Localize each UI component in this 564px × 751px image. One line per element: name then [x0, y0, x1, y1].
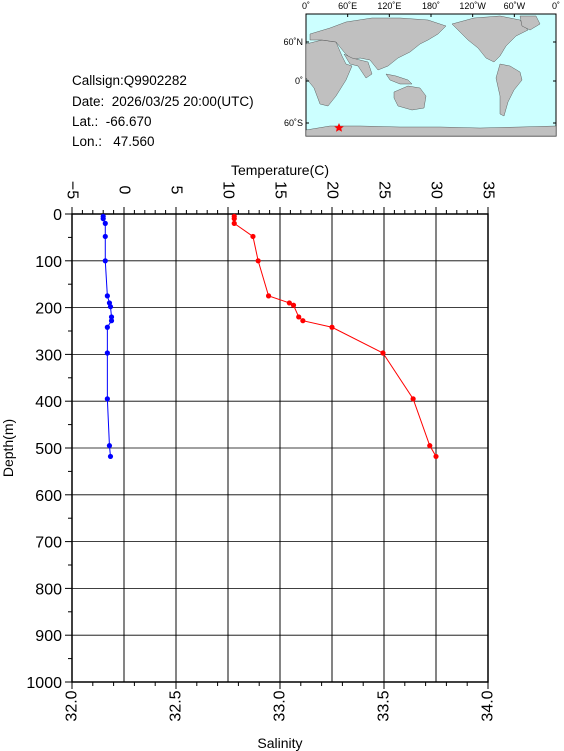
date-text: Date: 2026/03/25 20:00(UTC): [72, 94, 254, 109]
salinity-tick-label: 33.5: [376, 690, 393, 721]
temperature-data-point: [255, 258, 261, 264]
depth-tick-label: 900: [35, 628, 62, 645]
map-longitude-label: 0˚: [302, 1, 310, 11]
longitude-text: Lon.: 47.560: [72, 134, 155, 149]
map-longitude-label: 60˚W: [504, 1, 526, 11]
temperature-tick-label: 10: [220, 181, 237, 199]
temperature-tick-label: 20: [324, 181, 341, 199]
depth-axis-title: Depth(m): [0, 419, 16, 477]
salinity-data-point: [108, 318, 115, 324]
map-longitude-label: 120˚W: [459, 1, 486, 11]
salinity-data-point: [104, 293, 110, 299]
depth-tick-label: 200: [35, 301, 62, 318]
latitude-text: Lat.: -66.670: [72, 114, 152, 129]
map-longitude-labels: 0˚ 60˚E 120˚E 180˚ 120˚W 60˚W 0˚: [302, 1, 560, 17]
temperature-tick-label: 15: [272, 181, 289, 199]
temperature-data-point: [265, 293, 272, 299]
map-latitude-label: 0˚: [295, 76, 303, 86]
temperature-data-point: [427, 443, 433, 449]
salinity-tick-label: 34.0: [480, 690, 497, 721]
salinity-data-point: [108, 314, 115, 320]
map-longitude-label: 60˚E: [338, 1, 357, 11]
temperature-tick-label: 5: [168, 186, 185, 195]
salinity-data-point: [102, 233, 108, 240]
salinity-data-point: [100, 216, 106, 222]
temperature-data-point: [380, 350, 386, 356]
map-latitude-label: 60˚N: [283, 37, 303, 47]
temperature-axis-title: Temperature(C): [231, 162, 329, 178]
map-latitude-label: 60˚S: [284, 118, 303, 128]
temperature-tick-label: 25: [376, 181, 393, 199]
temperature-data-point: [433, 453, 439, 460]
map-longitude-label: 0˚: [552, 1, 560, 11]
depth-tick-label: 800: [35, 581, 62, 598]
depth-tick-label: 400: [35, 394, 62, 411]
depth-tick-label: 300: [35, 347, 62, 364]
data-series: [100, 213, 439, 460]
temperature-data-point: [296, 314, 302, 320]
salinity-data-point: [102, 220, 108, 226]
map-longitude-label: 120˚E: [377, 1, 401, 11]
map-land: [305, 15, 557, 137]
temperature-tick-label: −5: [64, 181, 81, 199]
location-map: 0˚ 60˚E 120˚E 180˚ 120˚W 60˚W 0˚ 60˚N 0˚ 60˚S: [283, 1, 560, 137]
depth-tick-label: 0: [53, 207, 62, 224]
depth-tick-label: 500: [35, 441, 62, 458]
salinity-data-point: [107, 304, 114, 310]
chart-grid: [71, 213, 489, 683]
temperature-data-point: [329, 324, 335, 330]
salinity-data-point: [107, 453, 114, 460]
depth-tick-label: 100: [35, 254, 62, 271]
temperature-data-point: [410, 396, 416, 402]
salinity-profile-line: [102, 216, 113, 457]
temperature-tick-label: 0: [116, 186, 133, 195]
temperature-data-point: [231, 216, 237, 222]
callsign-text: Callsign:Q9902282: [72, 73, 187, 88]
salinity-data-point: [104, 324, 110, 330]
temperature-data-point: [250, 233, 256, 240]
temperature-data-point: [290, 302, 297, 308]
salinity-tick-label: 32.0: [64, 690, 81, 721]
depth-tick-label: 600: [35, 488, 62, 505]
salinity-tick-label: 32.5: [168, 690, 185, 721]
map-latitude-ticks: [306, 41, 556, 124]
axis-ticks: [65, 207, 489, 689]
salinity-data-point: [102, 258, 108, 264]
map-longitude-label: 180˚: [422, 1, 440, 11]
temperature-data-point: [231, 220, 237, 226]
salinity-data-point: [106, 443, 113, 449]
temperature-data-point: [286, 300, 292, 306]
salinity-tick-label: 33.0: [272, 690, 289, 721]
temperature-tick-label: 30: [428, 181, 445, 199]
salinity-axis-title: Salinity: [257, 735, 302, 751]
salinity-data-point: [104, 396, 110, 402]
temperature-data-point: [300, 318, 306, 324]
salinity-data-point: [104, 350, 110, 356]
depth-tick-label: 700: [35, 535, 62, 552]
map-latitude-labels: 60˚N 0˚ 60˚S: [283, 37, 303, 128]
station-location-marker: [334, 123, 344, 132]
temperature-tick-label: 35: [480, 181, 497, 199]
temperature-profile-line: [233, 216, 437, 457]
depth-tick-label: 1000: [26, 675, 62, 692]
